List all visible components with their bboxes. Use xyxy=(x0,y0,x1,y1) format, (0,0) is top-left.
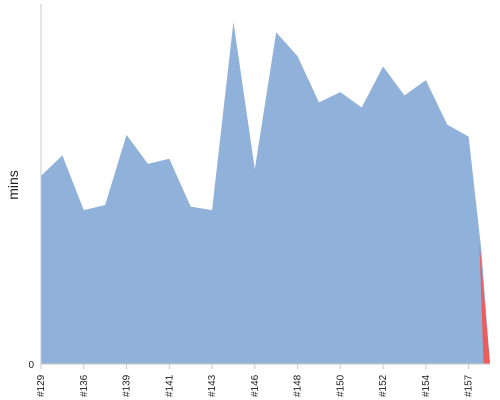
x-tick-label: #136 xyxy=(79,374,90,397)
x-tick-label: #150 xyxy=(335,374,346,397)
x-tick-label: #154 xyxy=(421,374,432,397)
axes xyxy=(40,4,490,369)
x-tick-label: #139 xyxy=(122,374,133,397)
plot-area xyxy=(41,22,490,364)
x-tick-label: #129 xyxy=(36,374,47,397)
failure-area-series xyxy=(479,240,490,364)
x-tick-label: #143 xyxy=(207,374,218,397)
y-tick-label: 0 xyxy=(28,360,34,371)
x-tick-label: #152 xyxy=(378,374,389,397)
axis-labels: mins 0#129 #136 #139 #141 #143 #146 #148 #150 #1… xyxy=(5,170,475,397)
x-tick-label: #157 xyxy=(464,374,475,397)
x-tick-label: #146 xyxy=(250,374,261,397)
x-tick-label: #141 xyxy=(164,374,175,397)
x-tick-label: #148 xyxy=(293,374,304,397)
y-axis-title: mins xyxy=(5,170,21,200)
success-area-series xyxy=(41,22,490,364)
